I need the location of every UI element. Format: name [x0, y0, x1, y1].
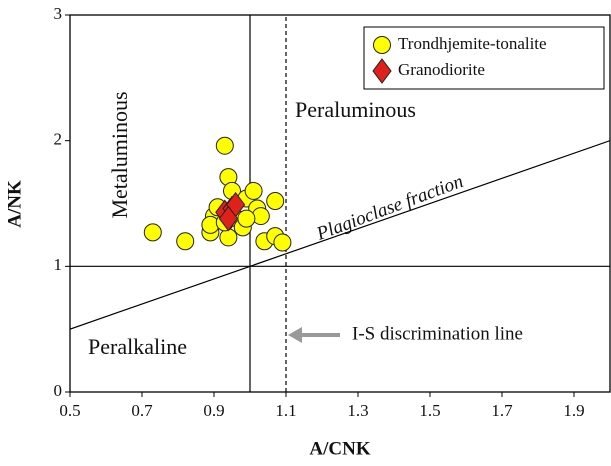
plot-frame — [69, 14, 611, 393]
x-tick-label: 0.9 — [203, 401, 224, 420]
point — [266, 191, 285, 210]
y-tick-label: 0 — [54, 381, 63, 400]
legend-label: Granodiorite — [398, 60, 485, 79]
x-tick-label: 0.5 — [59, 401, 80, 420]
legend-marker — [372, 58, 392, 84]
x-tick-label: 0.7 — [131, 401, 153, 420]
annotation: Peralkaline — [88, 334, 187, 359]
annotation: I-S discrimination line — [352, 323, 523, 344]
x-tick-label: 1.9 — [563, 401, 584, 420]
annotation: Metaluminous — [107, 91, 132, 218]
y-tick-label: 3 — [54, 4, 63, 23]
point — [219, 228, 238, 247]
legend-box — [363, 26, 605, 90]
annotation: Plagioclase fraction — [313, 171, 466, 245]
point — [244, 181, 263, 200]
point — [273, 233, 292, 252]
x-tick-label: 1.7 — [491, 401, 513, 420]
reference-line — [70, 140, 610, 330]
point — [218, 205, 239, 232]
point — [176, 232, 195, 251]
x-tick-label: 1.5 — [419, 401, 440, 420]
x-tick-label: 1.1 — [275, 401, 296, 420]
annotation: Peraluminous — [295, 97, 416, 122]
legend-marker — [373, 36, 391, 54]
y-tick-label: 1 — [54, 255, 63, 274]
point — [237, 209, 256, 228]
legend-label: Trondhjemite-tonalite — [398, 34, 547, 53]
arrow-head — [288, 327, 302, 343]
x-tick-label: 1.3 — [347, 401, 368, 420]
point — [143, 223, 162, 242]
point — [215, 136, 234, 155]
y-tick-label: 2 — [54, 130, 63, 149]
y-axis-label: A/NK — [4, 180, 25, 228]
x-axis-label: A/CNK — [309, 438, 370, 459]
